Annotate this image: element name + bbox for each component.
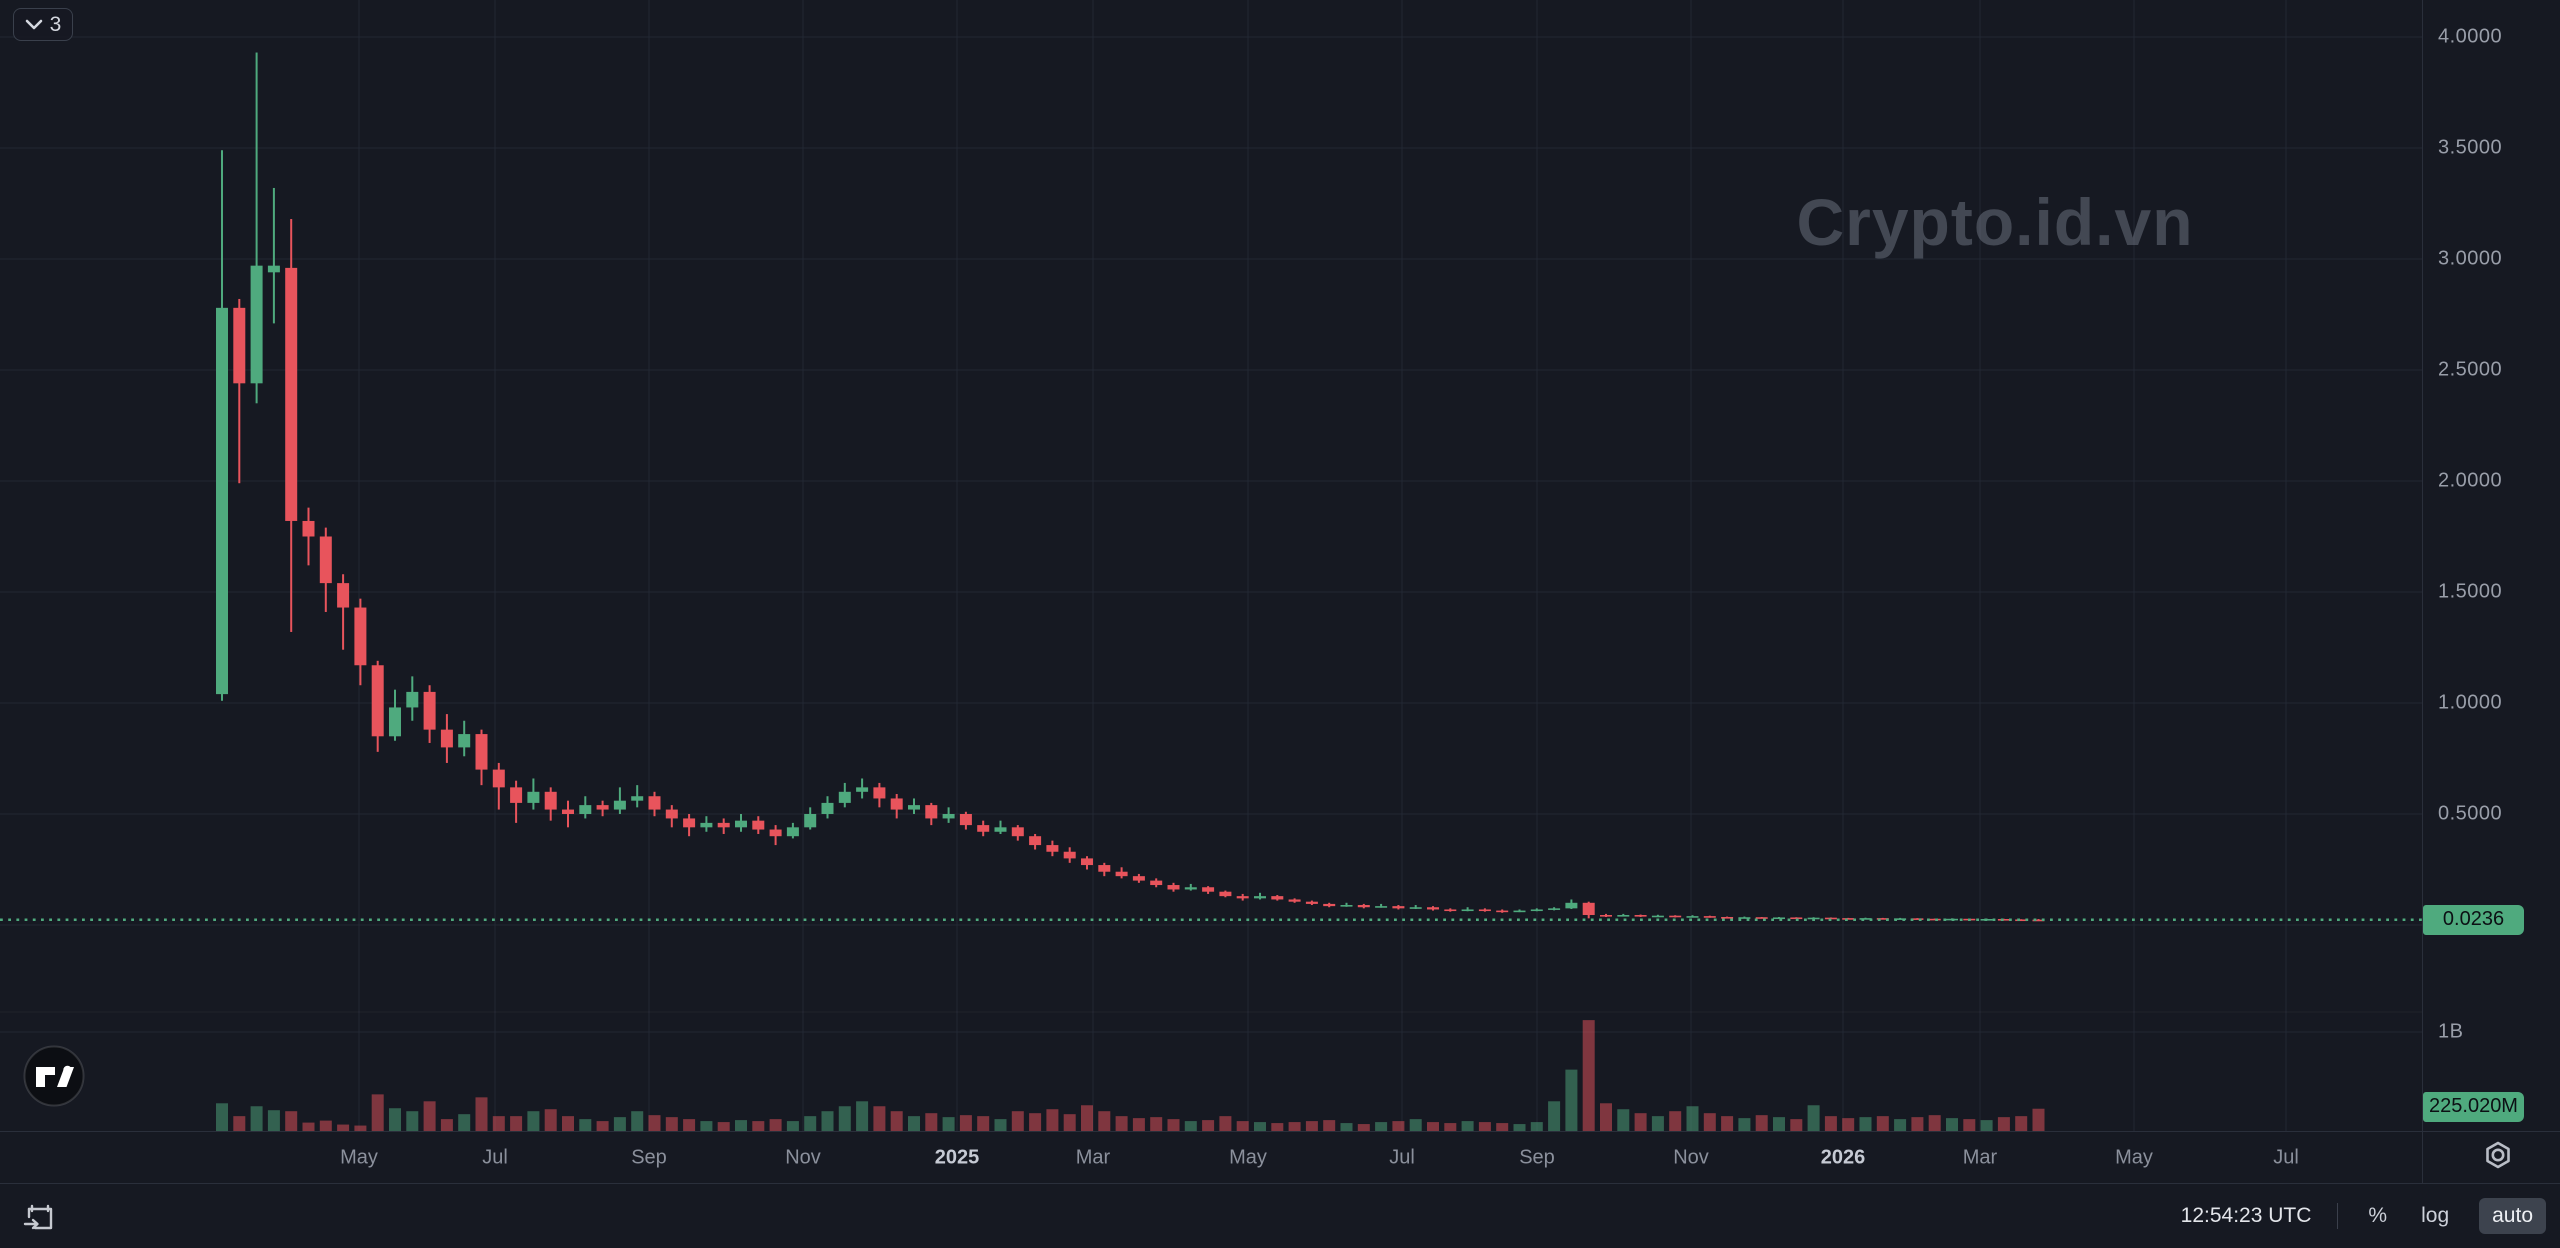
price-axis[interactable]: 4.0000 3.5000 3.0000 2.5000 2.0000 1.5000 1.00… [2423,0,2560,1131]
time-tick-year-label: 2025 [934,1146,980,1168]
price-tick-label: 4.0000 [2438,25,2503,48]
tradingview-logo[interactable] [23,1045,85,1107]
time-tick-year-label: 2026 [1820,1146,1866,1168]
price-tick-label: 3.5000 [2438,136,2503,159]
time-tick-month-label: Mar [1962,1146,1998,1168]
bottom-toolbar: 12:54:23 UTC % log auto [0,1184,2560,1248]
legend-collapse-button[interactable]: 3 [13,8,73,41]
price-tick-label: 2.5000 [2438,358,2503,381]
time-tick-month-label: May [1229,1146,1267,1168]
time-axis-separator [0,1131,2560,1132]
grid-lines [0,0,2422,1131]
time-tick-month-label: May [340,1146,378,1168]
volume-axis-max-label: 1B [2438,1020,2464,1043]
go-to-date-button[interactable] [22,1198,58,1234]
calendar-goto-icon [23,1204,53,1230]
time-tick-month-label: Jul [1389,1146,1415,1168]
auto-scale-button[interactable]: auto [2479,1198,2546,1234]
time-tick-month-label: Sep [631,1146,667,1168]
time-tick-month-label: Jul [2273,1146,2299,1168]
last-price-label: 0.0236 [2423,904,2524,935]
last-volume-label: 225.020M [2423,1091,2524,1122]
watermark: Crypto.id.vn [1796,185,2194,259]
axis-settings-button[interactable] [2479,1138,2517,1176]
legend-count: 3 [49,12,62,36]
time-tick-month-label: Jul [482,1146,508,1168]
time-tick-month-label: Mar [1075,1146,1111,1168]
candles [216,52,2045,922]
toolbar-divider [2337,1203,2339,1229]
percent-scale-button[interactable]: % [2368,1204,2388,1227]
price-tick-label: 2.0000 [2438,469,2503,492]
clock-utc[interactable]: 12:54:23 UTC [2180,1204,2312,1227]
time-tick-month-label: Nov [785,1146,821,1168]
time-tick-month-label: Nov [1673,1146,1709,1168]
price-tick-label: 3.0000 [2438,247,2503,270]
price-tick-label: 1.0000 [2438,691,2503,714]
volume-bars [216,1020,2045,1131]
time-tick-month-label: May [2115,1146,2153,1168]
price-tick-label: 0.5000 [2438,802,2503,825]
log-scale-button[interactable]: log [2421,1204,2450,1227]
tradingview-logo-icon [23,1045,85,1107]
gear-icon [2486,1141,2510,1169]
time-axis[interactable]: May Jul Sep Nov 2025 Mar May Jul Sep Nov 2026 Mar Ma… [0,1132,2560,1183]
time-tick-month-label: Sep [1519,1146,1555,1168]
chevron-down-icon [25,19,42,29]
price-tick-label: 1.5000 [2438,580,2503,603]
price-axis-separator [2422,0,2423,1183]
toolbar-separator [0,1183,2560,1184]
